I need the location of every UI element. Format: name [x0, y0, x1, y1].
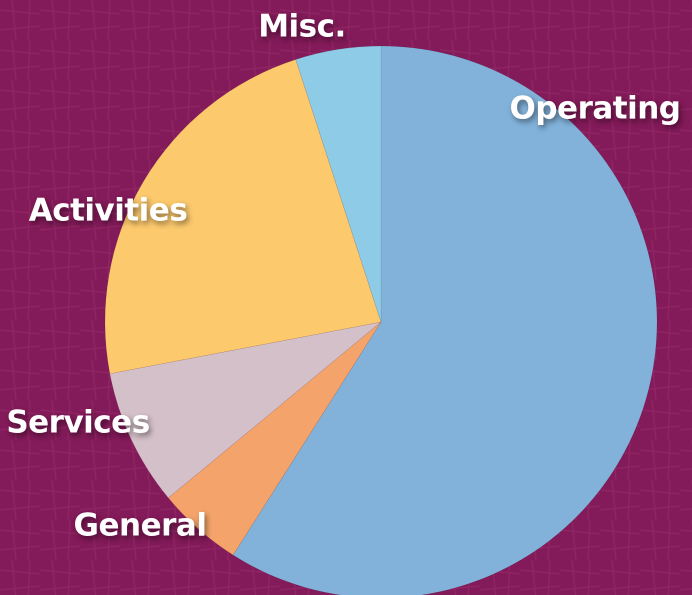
- labels: Operating General Services Activities Misc.: [6, 9, 681, 544]
- pie-slice: [167, 321, 382, 556]
- slice-label: Activities: [29, 193, 188, 229]
- pie-slice: [109, 321, 382, 499]
- pie-slice: [104, 59, 382, 375]
- slice-label: Misc.: [258, 9, 346, 45]
- pie-slice: [232, 45, 658, 595]
- slice-label: General: [74, 508, 207, 544]
- slice-label: Operating: [510, 91, 681, 127]
- pie-slice: [295, 45, 382, 323]
- pie: [104, 45, 658, 595]
- slice-label: Services: [6, 405, 149, 441]
